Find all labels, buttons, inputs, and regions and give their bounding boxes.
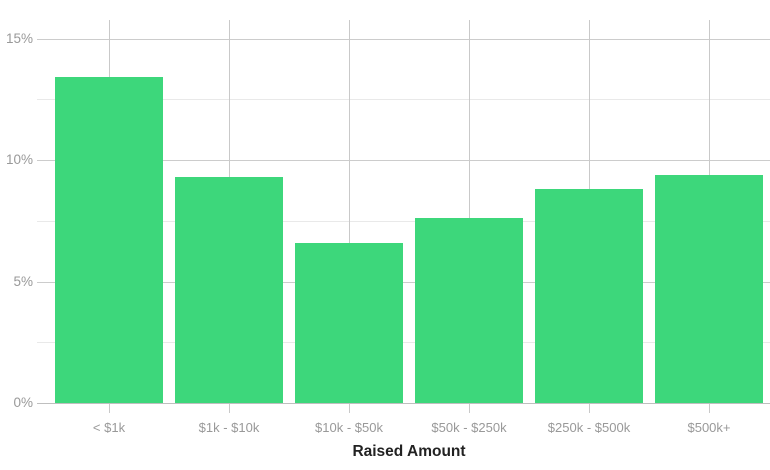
- minor-gridline: [37, 99, 770, 101]
- vertical-gridline: [349, 20, 350, 413]
- major-gridline: [37, 281, 770, 283]
- x-axis-title: Raised Amount: [352, 443, 466, 460]
- vertical-gridline: [469, 20, 470, 413]
- y-axis-tick-label: 5%: [13, 273, 33, 289]
- x-axis-tick-label: $50k - $250k: [431, 420, 507, 435]
- x-axis-line: [37, 403, 770, 404]
- bar-500k+[interactable]: [655, 175, 763, 403]
- bar-10k-50k[interactable]: [295, 243, 403, 403]
- major-gridline: [37, 160, 770, 161]
- y-axis-tick-label: 0%: [13, 395, 33, 410]
- y-axis-tick-label: 15%: [5, 30, 33, 46]
- x-axis-tick-label: $500k+: [687, 420, 731, 435]
- bar-50k-250k[interactable]: [415, 218, 523, 403]
- bar-1k[interactable]: [55, 77, 163, 403]
- minor-gridline: [37, 220, 770, 222]
- x-axis-tick-label: < $1k: [92, 420, 126, 435]
- minor-gridline: [37, 342, 770, 344]
- y-axis-tick-label: 10%: [5, 152, 33, 167]
- bar-1k-10k[interactable]: [175, 177, 283, 403]
- x-axis-tick-label: $1k - $10k: [198, 420, 260, 435]
- bar-250k-500k[interactable]: [535, 189, 643, 403]
- x-axis-tick-label: $250k - $500k: [547, 420, 631, 435]
- x-axis-tick-label: $10k - $50k: [315, 420, 383, 435]
- major-gridline: [37, 38, 770, 40]
